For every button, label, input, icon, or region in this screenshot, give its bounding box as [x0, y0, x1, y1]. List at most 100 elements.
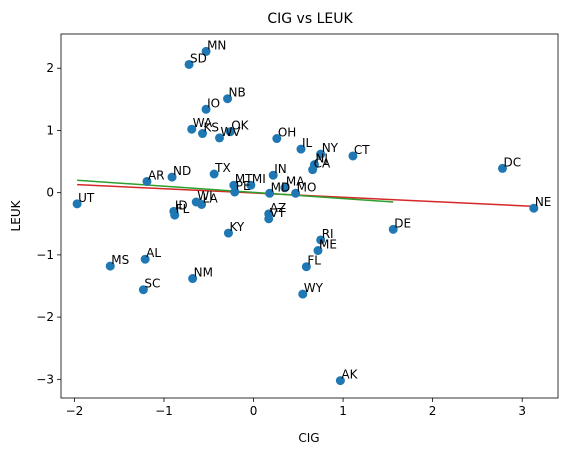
point-label: MN [207, 38, 226, 52]
data-point [264, 214, 274, 224]
data-point [335, 376, 345, 386]
point-label: WV [221, 125, 242, 139]
data-point [209, 169, 219, 179]
point-label: ID [175, 198, 188, 212]
x-tick-label: −2 [66, 404, 84, 418]
point-label: ND [173, 164, 191, 178]
point-label: KS [203, 121, 219, 135]
x-tick-label: −1 [155, 404, 173, 418]
data-point [223, 94, 233, 104]
data-point [197, 129, 207, 139]
point-label: AK [341, 368, 358, 382]
point-label: LA [203, 191, 219, 205]
data-point [223, 228, 233, 238]
x-tick-label: 1 [339, 404, 347, 418]
point-label: MT [235, 172, 253, 186]
point-label: IN [274, 162, 287, 176]
point-label: CT [354, 143, 370, 157]
point-label: WA [193, 116, 213, 130]
data-point [388, 224, 398, 234]
y-tick-label: −1 [36, 248, 54, 262]
data-point [298, 289, 308, 299]
data-point [140, 254, 150, 264]
data-point [138, 285, 148, 295]
point-label: OK [231, 119, 249, 133]
point-label: IO [207, 96, 220, 110]
point-label: AR [148, 168, 165, 182]
y-tick-label: −2 [36, 310, 54, 324]
x-tick-label: 2 [429, 404, 437, 418]
point-label: OH [278, 126, 296, 140]
y-tick-label: 1 [46, 123, 54, 137]
point-label: MA [286, 175, 305, 189]
data-point [201, 46, 211, 56]
data-point [170, 210, 180, 220]
data-point [280, 183, 290, 193]
point-label: PE [236, 179, 251, 193]
data-point [265, 188, 275, 198]
y-tick-label: −3 [36, 372, 54, 386]
point-label: TX [214, 161, 231, 175]
data-point [529, 203, 539, 213]
data-point [197, 199, 207, 209]
y-tick-label: 0 [46, 186, 54, 200]
data-point [301, 262, 311, 272]
data-point [229, 180, 239, 190]
y-axis-label: LEUK [9, 199, 23, 231]
data-point [316, 149, 326, 159]
data-point [215, 133, 225, 143]
data-point [316, 235, 326, 245]
data-point [201, 104, 211, 114]
point-label: NM [194, 266, 213, 280]
data-point [72, 199, 82, 209]
point-label: MI [252, 172, 266, 186]
data-point [296, 144, 306, 154]
data-point [272, 134, 282, 144]
point-label: DC [503, 155, 521, 169]
point-label: SD [190, 51, 207, 65]
point-label: FL [176, 202, 190, 216]
data-point [291, 188, 301, 198]
point-label: SC [144, 277, 160, 291]
point-label: DE [394, 216, 411, 230]
data-point [187, 124, 197, 134]
point-label: MD [271, 180, 291, 194]
data-point [142, 176, 152, 186]
point-label: FL [307, 254, 321, 268]
point-label: RI [322, 227, 334, 241]
y-axis-ticks: −3 −2 −1 0 1 2 [36, 61, 61, 386]
point-label: NE [535, 195, 552, 209]
data-point [225, 127, 235, 137]
data-point [348, 151, 358, 161]
data-point [313, 246, 323, 256]
point-label: WY [304, 281, 324, 295]
data-points [72, 46, 539, 386]
x-tick-label: 0 [250, 404, 258, 418]
data-point [308, 165, 318, 175]
plot-frame [60, 33, 559, 399]
x-axis-label: CIG [298, 431, 319, 445]
data-point [246, 180, 256, 190]
point-label: AZ [270, 201, 286, 215]
data-point [184, 59, 194, 69]
data-point [497, 163, 507, 173]
point-label: WI [197, 189, 212, 203]
point-label: NB [229, 86, 246, 100]
data-point [105, 261, 115, 271]
point-label: MS [111, 253, 129, 267]
point-label: UT [78, 191, 95, 205]
x-tick-label: 3 [518, 404, 526, 418]
point-label: NJ [315, 152, 328, 166]
chart-title: CIG vs LEUK [267, 11, 353, 27]
point-label: CA [314, 157, 331, 171]
point-label: VT [270, 206, 286, 220]
point-label: AL [146, 246, 161, 260]
data-point [268, 170, 278, 180]
x-axis-ticks: −2 −1 0 1 2 3 [66, 398, 526, 418]
point-label: ME [319, 238, 337, 252]
point-label: MO [297, 180, 317, 194]
point-label: KY [229, 220, 244, 234]
point-label: IL [302, 136, 313, 150]
